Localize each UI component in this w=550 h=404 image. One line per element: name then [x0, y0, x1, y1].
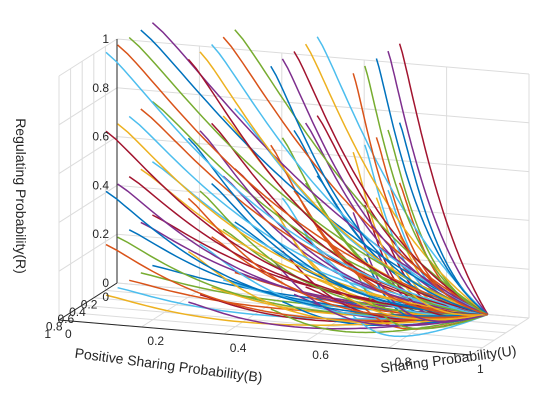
grid: [58, 38, 530, 356]
series-line-93: [117, 44, 489, 316]
y-tick-label: 1: [477, 362, 484, 376]
series-line-81: [151, 22, 489, 316]
series-line-86: [222, 36, 489, 316]
y-axis-label: Sharing Probability(U): [379, 342, 517, 376]
series-line-70: [211, 122, 488, 316]
series-line-99: [270, 65, 488, 316]
x-tick-label: 0.6: [58, 312, 75, 326]
series-line-58: [187, 197, 488, 319]
series-line-76: [364, 144, 488, 316]
series-line-74: [199, 130, 488, 316]
series-line-91: [293, 51, 489, 316]
y-tick-label: 0.6: [312, 348, 329, 362]
series-group: [105, 22, 489, 338]
series-line-88: [387, 50, 489, 315]
x-tick-label: 0: [102, 290, 109, 304]
series-line-95: [281, 58, 489, 316]
x-tick-label: 0.4: [69, 305, 86, 319]
y-tick-label: 0: [65, 327, 72, 341]
z-tick-label: 0.2: [92, 227, 109, 241]
x-tick-label: 0.2: [81, 297, 98, 311]
series-line-84: [398, 43, 489, 315]
series-line-92: [375, 58, 489, 316]
y-tick-label: 0.2: [147, 334, 164, 348]
series-line-75: [281, 137, 488, 316]
z-tick-label: 1: [102, 32, 109, 46]
z-tick-label: 0.4: [92, 178, 109, 192]
series-line-72: [375, 137, 488, 316]
y-tick-label: 0.8: [395, 355, 412, 369]
axes: [58, 39, 472, 356]
z-tick-label: 0.6: [92, 130, 109, 144]
series-line-20: [352, 313, 489, 338]
x-tick-label: 1: [44, 327, 51, 341]
z-tick-label: 0: [102, 276, 109, 290]
series-line-89: [128, 36, 489, 316]
series-line-94: [199, 51, 489, 316]
series-line-100: [352, 73, 488, 316]
series-line-80: [352, 151, 488, 316]
series-line-60: [352, 212, 488, 323]
y-tick-label: 0.4: [230, 341, 247, 355]
series-line-19: [270, 308, 488, 334]
series-line-96: [364, 65, 489, 316]
x-tick-label: 0.8: [46, 320, 63, 334]
series-line-57: [105, 190, 488, 317]
series-line-98: [187, 58, 488, 316]
z-axis-label: Regulating Probability(R): [13, 118, 29, 274]
series-line-87: [304, 43, 489, 316]
series-line-97: [105, 51, 488, 316]
z-tick-label: 0.8: [92, 81, 109, 95]
series-line-73: [117, 123, 488, 316]
series-line-59: [270, 204, 488, 321]
